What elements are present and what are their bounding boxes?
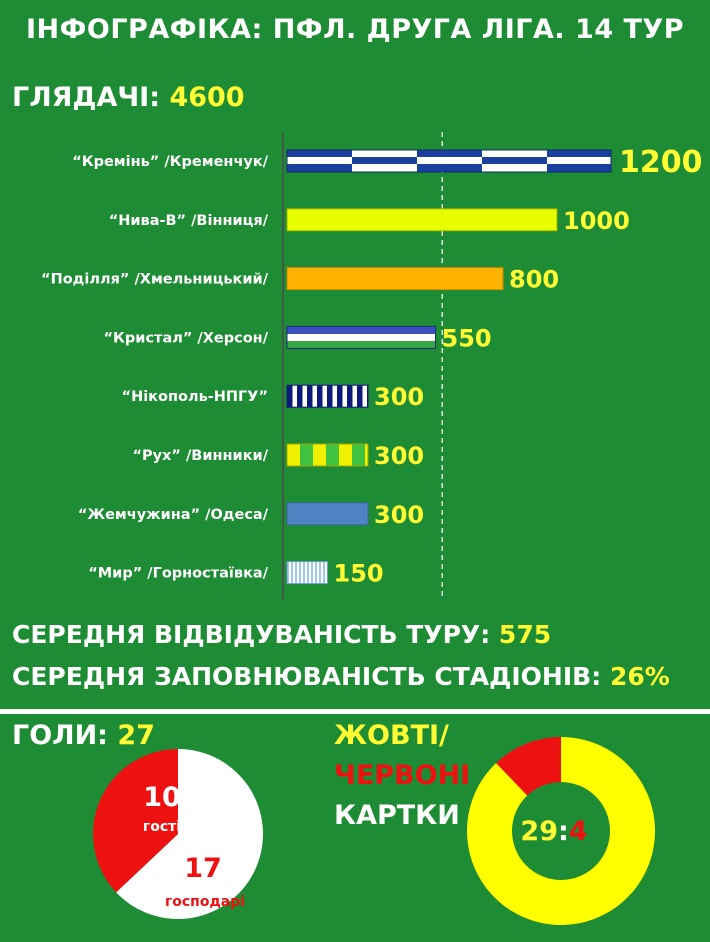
avg-attendance-label: СЕРЕДНЯ ВІДВІДУВАНІСТЬ ТУРУ: — [12, 620, 491, 649]
audience-total: 4600 — [169, 82, 245, 113]
bar — [286, 149, 612, 173]
goals-label: ГОЛИ: — [12, 720, 108, 751]
bar-value-label: 300 — [374, 442, 424, 470]
avg-attendance-line: СЕРЕДНЯ ВІДВІДУВАНІСТЬ ТУРУ: 575 — [12, 620, 551, 649]
bar-category-label: “Поділля” /Хмельницький/ — [41, 272, 269, 288]
bar-category-label: “Нікополь-НПГУ” — [122, 389, 268, 405]
bar — [286, 502, 369, 526]
section-divider — [0, 709, 710, 714]
bar — [286, 561, 328, 585]
pie-slice — [92, 749, 178, 893]
cards-center-label: 29:4 — [520, 816, 587, 847]
bar-category-label: “Мир” /Горностаївка/ — [88, 566, 268, 582]
bar-value-label: 1000 — [563, 207, 630, 235]
bar-category-label: “Кремінь” /Кременчук/ — [72, 154, 268, 170]
avg-fill-label: СЕРЕДНЯ ЗАПОВНЮВАНІСТЬ СТАДІОНІВ: — [12, 662, 602, 691]
bar-category-label: “Кристал” /Херсон/ — [104, 330, 269, 346]
audience-heading: ГЛЯДАЧІ: 4600 — [12, 82, 245, 113]
bar — [286, 325, 436, 349]
goals-away-label: гості — [143, 819, 181, 835]
bar-category-label: “Жемчужина” /Одеса/ — [78, 507, 269, 523]
bar-value-label: 1200 — [619, 145, 703, 180]
avg-attendance-value: 575 — [498, 620, 552, 649]
cards-label-red: ЧЕРВОНІ — [334, 760, 471, 791]
cards-label-yellow: ЖОВТІ/ — [334, 720, 449, 751]
goals-total: 27 — [117, 720, 155, 751]
bar — [286, 384, 369, 408]
goals-away-value: 10 — [143, 782, 181, 813]
cards-label-text: КАРТКИ — [334, 800, 460, 831]
goals-home-value: 17 — [184, 853, 222, 884]
attendance-bar-chart: “Кремінь” /Кременчук/1200 “Нива-В” /Вінни… — [41, 132, 703, 600]
goals-home-label: господарі — [165, 894, 245, 910]
bar — [286, 208, 558, 232]
bar-value-label: 550 — [442, 324, 492, 352]
bar-value-label: 300 — [374, 383, 424, 411]
page-title: ІНФОГРАФІКА: ПФЛ. ДРУГА ЛІГА. 14 ТУР — [25, 14, 685, 45]
avg-fill-line: СЕРЕДНЯ ЗАПОВНЮВАНІСТЬ СТАДІОНІВ: 26% — [12, 662, 670, 691]
bar-value-label: 150 — [334, 560, 384, 588]
bar-category-label: “Нива-В” /Вінниця/ — [109, 213, 269, 229]
bar — [286, 267, 504, 291]
audience-label: ГЛЯДАЧІ: — [12, 82, 161, 113]
pie-slice — [116, 749, 263, 920]
bar-category-label: “Рух” /Винники/ — [132, 448, 268, 464]
goals-heading: ГОЛИ: 27 — [12, 720, 155, 751]
donut-hole — [512, 782, 610, 880]
avg-fill-value: 26% — [609, 662, 670, 691]
bar — [286, 443, 369, 467]
bar-value-label: 800 — [509, 266, 559, 294]
bar-value-label: 300 — [374, 501, 424, 529]
